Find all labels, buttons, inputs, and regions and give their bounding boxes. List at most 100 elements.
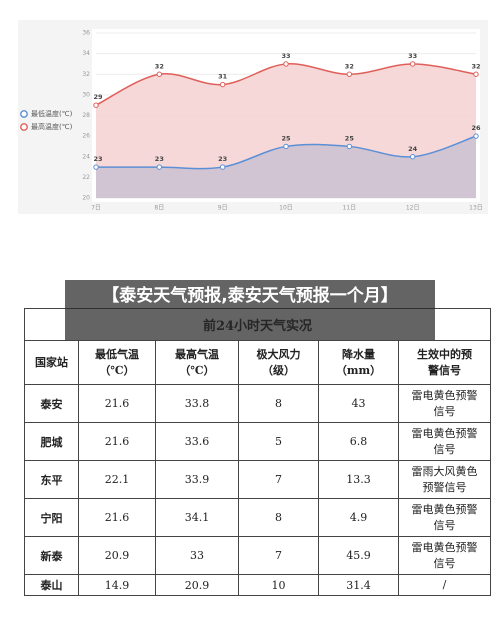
y-tick-label: 30 — [82, 91, 90, 98]
table-cell: 13.3 — [318, 460, 399, 499]
table-cell: 20.9 — [78, 536, 156, 575]
table-row: 新泰 20.9 33 7 45.9 雷电黄色预警信号 — [24, 536, 491, 575]
table-cell: 雷电黄色预警信号 — [398, 384, 491, 423]
table-cell: 33.8 — [155, 384, 239, 423]
x-tick-label: 13日 — [469, 205, 483, 212]
data-label: 23 — [93, 155, 102, 163]
table-cell: 宁阳 — [24, 498, 79, 537]
y-tick-label: 22 — [82, 174, 90, 181]
data-label: 31 — [218, 73, 228, 81]
header-line: （级） — [262, 363, 295, 377]
point — [156, 71, 163, 77]
y-tick-label: 28 — [82, 112, 90, 119]
header-row: 国家站 最低气温 （℃） 最高气温 （℃） 极大风力 （级） 降水量 （mm） 生效中的预 警信号 — [24, 340, 491, 385]
table-cell: 雷电黄色预警信号 — [398, 422, 491, 461]
table-cell: 4.9 — [318, 498, 399, 537]
data-label: 26 — [471, 124, 481, 132]
x-tick-label: 10日 — [279, 205, 293, 212]
header-cell: 生效中的预 警信号 — [398, 340, 491, 385]
data-label: 25 — [281, 134, 291, 142]
table-cell: 7 — [238, 460, 319, 499]
table-cell: 22.1 — [78, 460, 156, 499]
table-cell: 10 — [238, 574, 319, 596]
legend-label: 最低温度(℃) — [31, 109, 73, 118]
data-label: 32 — [345, 62, 354, 70]
table-cell: 14.9 — [78, 574, 156, 596]
table-row: 宁阳 21.6 34.1 8 4.9 雷电黄色预警信号 — [24, 498, 491, 537]
header-line: （℃） — [179, 363, 215, 377]
point — [93, 164, 99, 170]
header-line: （mm） — [335, 363, 382, 377]
table-cell: / — [398, 574, 491, 596]
header-line: 降水量 — [342, 347, 375, 361]
x-tick-label: 8日 — [154, 205, 164, 212]
header-line: 最高气温 — [175, 347, 219, 361]
banner-title: 【泰安天气预报,泰安天气预报一个月】 — [65, 280, 435, 340]
table-cell: 45.9 — [318, 536, 399, 575]
data-label: 25 — [345, 134, 355, 142]
table-cell: 43 — [318, 384, 399, 423]
point — [156, 164, 163, 170]
point — [409, 61, 416, 67]
table-row: 东平 22.1 33.9 7 13.3 雷雨大风黄色预警信号 — [24, 460, 491, 499]
legend-label: 最高温度(℃) — [31, 122, 73, 131]
table-cell: 雷电黄色预警信号 — [398, 498, 491, 537]
chart: 20 22 24 26 28 30 32 34 36 7日 8日 9日 10日 11日 12日 13日 29 32… — [18, 20, 488, 214]
table-cell: 雷电黄色预警信号 — [398, 536, 491, 575]
table-cell: 21.6 — [78, 498, 156, 537]
header-line: 生效中的预 — [417, 347, 472, 361]
header-cell: 最低气温 （℃） — [78, 340, 156, 385]
legend-marker — [20, 123, 28, 131]
x-tick-label: 7日 — [91, 205, 101, 212]
header-line: 警信号 — [428, 363, 461, 377]
y-tick-label: 24 — [82, 153, 90, 160]
data-label: 33 — [408, 52, 417, 60]
table-cell: 泰山 — [24, 574, 79, 596]
weather-table: 前24小时天气实况国家站最低气温（℃）最高气温（℃）极大风力（级）降水量（mm）… — [24, 308, 491, 596]
table-cell: 肥城 — [24, 422, 79, 461]
header-line: 极大风力 — [256, 347, 301, 361]
x-tick-label: 12日 — [406, 205, 420, 212]
point — [283, 143, 289, 150]
table-row: 泰山 14.9 20.9 10 31.4/ — [24, 574, 491, 596]
table-cell: 泰安 — [24, 384, 79, 423]
table-cell: 33.6 — [155, 422, 239, 461]
legend-marker — [20, 110, 28, 118]
header-line: 最低气温 — [95, 347, 139, 361]
point — [346, 71, 353, 77]
y-tick-label: 26 — [82, 133, 90, 140]
table-cell: 东平 — [24, 460, 79, 499]
point — [473, 133, 479, 139]
table-cell: 7 — [238, 536, 319, 575]
point — [219, 81, 226, 88]
table-cell: 20.9 — [155, 574, 239, 596]
area — [96, 136, 476, 198]
table-cell: 5 — [238, 422, 319, 461]
point — [409, 154, 416, 160]
data-label: 33 — [281, 52, 290, 60]
data-label: 29 — [93, 93, 103, 101]
header-cell: 降水量 （mm） — [318, 340, 399, 385]
y-tick-label: 34 — [82, 50, 90, 57]
table-cell: 新泰 — [24, 536, 79, 575]
data-label: 24 — [408, 145, 418, 153]
data-label: 32 — [155, 62, 164, 70]
data-label: 23 — [155, 155, 164, 163]
table-cell: 8 — [238, 498, 319, 537]
point — [473, 71, 479, 77]
y-tick-label: 36 — [82, 30, 90, 37]
table-cell: 34.1 — [155, 498, 239, 537]
y-tick-label: 32 — [82, 71, 90, 78]
table-row: 肥城 21.6 33.6 5 6.8 雷电黄色预警信号 — [24, 422, 491, 461]
header-cell: 极大风力 （级） — [238, 340, 319, 385]
x-tick-label: 9日 — [218, 205, 228, 212]
header-line: 国家站 — [35, 355, 68, 369]
table-cell: 6.8 — [318, 422, 399, 461]
table-row: 泰安 21.6 33.8 8 43 雷电黄色预警信号 — [24, 384, 491, 423]
table-cell: 33.9 — [155, 460, 239, 499]
header-cell: 最高气温 （℃） — [155, 340, 239, 385]
table-cell: 33 — [155, 536, 239, 575]
data-label: 23 — [218, 155, 227, 163]
point — [93, 102, 99, 108]
